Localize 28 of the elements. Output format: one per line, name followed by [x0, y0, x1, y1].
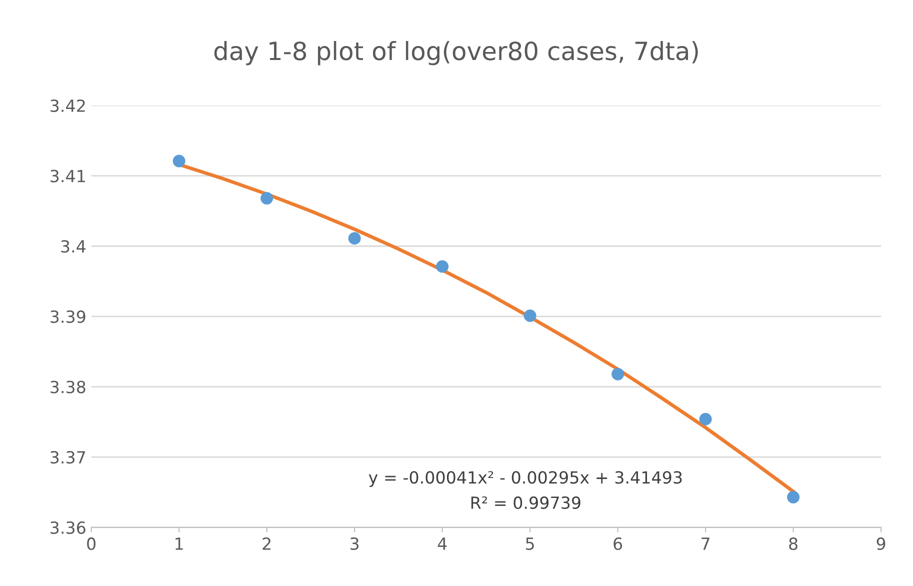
- point: [787, 490, 800, 504]
- point: [260, 192, 274, 205]
- x-tick-label: 0: [87, 537, 96, 550]
- y-tick-label: 3.36: [50, 521, 86, 534]
- x-tick-label: 9: [876, 537, 886, 550]
- x-tick-label: 8: [789, 537, 798, 550]
- x-tick-label: 7: [702, 538, 710, 550]
- point: [699, 412, 712, 426]
- y-tick-label: 3.37: [50, 451, 86, 464]
- y-tick-label: 3.4: [61, 240, 86, 253]
- point: [436, 260, 449, 273]
- point: [172, 154, 186, 168]
- x-tick-label: 1: [176, 538, 183, 550]
- point: [612, 368, 624, 380]
- x-tick-label: 5: [526, 538, 534, 550]
- x-tick-label: 2: [262, 537, 270, 550]
- y-tick-label: 3.41: [50, 170, 85, 182]
- x-tick-label: 6: [614, 537, 622, 550]
- point: [524, 309, 536, 322]
- x-tick-label: 4: [438, 538, 447, 550]
- point: [348, 232, 361, 245]
- y-tick-label: 3.42: [50, 99, 85, 112]
- annotation: y = -0.00041x² - 0.00295x + 3.41493: [368, 471, 682, 487]
- chart-title: day 1-8 plot of log(over80 cases, 7dta): [214, 41, 698, 66]
- annotation: R² = 0.99739: [471, 496, 580, 510]
- y-tick-label: 3.38: [50, 380, 86, 394]
- x-tick-label: 3: [350, 537, 359, 550]
- y-tick-label: 3.39: [50, 310, 86, 324]
